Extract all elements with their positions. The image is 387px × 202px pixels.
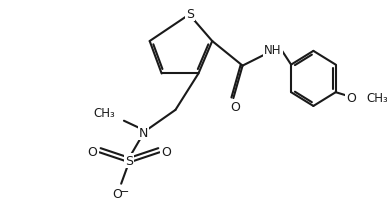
Text: −: − <box>120 186 130 196</box>
Text: CH₃: CH₃ <box>93 107 115 120</box>
Text: N: N <box>139 126 148 139</box>
Text: NH: NH <box>264 44 282 57</box>
Text: O: O <box>346 91 356 104</box>
Text: CH₃: CH₃ <box>366 91 387 104</box>
Text: O: O <box>230 101 240 114</box>
Text: S: S <box>125 154 134 167</box>
Text: O: O <box>88 145 98 158</box>
Text: O: O <box>113 187 122 200</box>
Text: S: S <box>186 8 194 21</box>
Text: O: O <box>161 145 171 158</box>
